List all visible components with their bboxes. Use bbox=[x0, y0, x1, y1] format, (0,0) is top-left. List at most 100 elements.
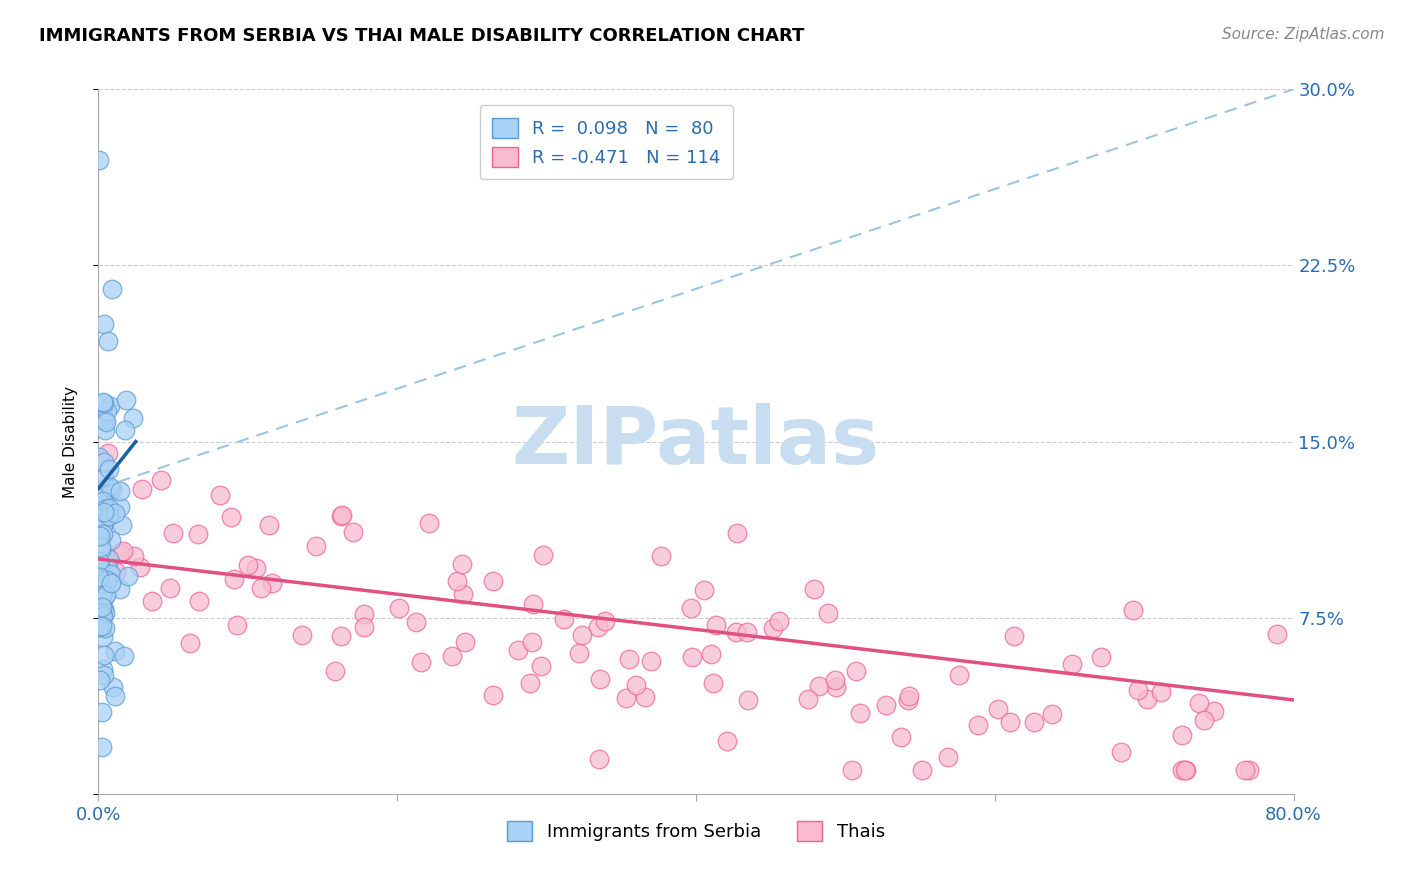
Point bbox=[149, 473, 172, 487]
Point bbox=[616, 690, 638, 705]
Point bbox=[825, 680, 848, 694]
Point bbox=[93, 455, 115, 469]
Point bbox=[93, 394, 115, 409]
Point bbox=[93, 412, 115, 426]
Point bbox=[1128, 683, 1150, 698]
Point bbox=[768, 615, 790, 629]
Point bbox=[987, 702, 1010, 716]
Point bbox=[245, 561, 267, 575]
Point bbox=[91, 494, 114, 508]
Point bbox=[93, 317, 115, 331]
Point bbox=[91, 595, 114, 609]
Point bbox=[114, 423, 136, 437]
Point bbox=[97, 551, 120, 566]
Point bbox=[571, 627, 593, 641]
Point bbox=[405, 615, 427, 629]
Point bbox=[330, 629, 353, 643]
Point bbox=[762, 621, 785, 635]
Point bbox=[94, 621, 117, 635]
Point bbox=[91, 661, 114, 675]
Point bbox=[162, 526, 184, 541]
Point bbox=[98, 480, 121, 494]
Point bbox=[250, 581, 273, 595]
Point bbox=[91, 494, 114, 508]
Point bbox=[522, 597, 544, 611]
Point bbox=[97, 334, 120, 348]
Point bbox=[93, 602, 115, 616]
Point bbox=[93, 481, 115, 495]
Point bbox=[1150, 685, 1173, 699]
Point bbox=[1122, 603, 1144, 617]
Point bbox=[91, 600, 114, 615]
Point bbox=[1040, 707, 1063, 722]
Point bbox=[737, 693, 759, 707]
Point bbox=[187, 527, 209, 541]
Point bbox=[105, 565, 128, 579]
Point bbox=[93, 515, 115, 529]
Point bbox=[353, 607, 375, 622]
Point bbox=[219, 509, 242, 524]
Point bbox=[101, 680, 124, 694]
Point bbox=[323, 665, 346, 679]
Point bbox=[91, 705, 114, 719]
Point bbox=[104, 689, 127, 703]
Point bbox=[998, 715, 1021, 730]
Point bbox=[1024, 714, 1046, 729]
Point bbox=[94, 502, 117, 516]
Point bbox=[588, 752, 610, 766]
Point bbox=[90, 543, 112, 558]
Point bbox=[238, 558, 260, 573]
Point bbox=[87, 583, 110, 598]
Point bbox=[897, 693, 920, 707]
Point bbox=[520, 635, 543, 649]
Point bbox=[93, 648, 115, 662]
Point bbox=[1265, 627, 1288, 641]
Point bbox=[411, 656, 433, 670]
Point bbox=[640, 654, 662, 668]
Point bbox=[1173, 764, 1195, 778]
Point bbox=[725, 625, 748, 640]
Point bbox=[716, 734, 738, 748]
Point bbox=[89, 569, 111, 583]
Point bbox=[948, 668, 970, 682]
Point bbox=[681, 649, 703, 664]
Point bbox=[817, 606, 839, 620]
Point bbox=[593, 614, 616, 628]
Point bbox=[108, 483, 131, 498]
Point bbox=[90, 739, 112, 754]
Point bbox=[848, 706, 870, 721]
Point bbox=[112, 544, 135, 558]
Point bbox=[94, 606, 117, 620]
Point bbox=[966, 717, 988, 731]
Point bbox=[93, 590, 115, 604]
Point bbox=[104, 506, 127, 520]
Point bbox=[807, 679, 830, 693]
Point bbox=[96, 588, 118, 602]
Point bbox=[725, 526, 748, 541]
Point bbox=[890, 730, 912, 744]
Point bbox=[104, 644, 127, 658]
Point bbox=[224, 573, 246, 587]
Point bbox=[90, 528, 112, 542]
Point bbox=[634, 690, 657, 705]
Point bbox=[936, 750, 959, 764]
Point bbox=[699, 647, 721, 661]
Point bbox=[1192, 714, 1215, 728]
Point bbox=[97, 562, 120, 576]
Point bbox=[803, 582, 825, 596]
Point bbox=[797, 691, 820, 706]
Point bbox=[553, 612, 575, 626]
Point bbox=[209, 488, 232, 502]
Point bbox=[482, 688, 505, 702]
Point bbox=[93, 396, 115, 410]
Point bbox=[98, 399, 121, 413]
Point bbox=[451, 587, 474, 601]
Point bbox=[568, 646, 591, 660]
Point bbox=[100, 566, 122, 581]
Point bbox=[451, 557, 474, 571]
Point bbox=[342, 524, 364, 539]
Point bbox=[824, 673, 846, 687]
Point bbox=[90, 607, 112, 621]
Point bbox=[1233, 764, 1256, 778]
Point bbox=[911, 764, 934, 778]
